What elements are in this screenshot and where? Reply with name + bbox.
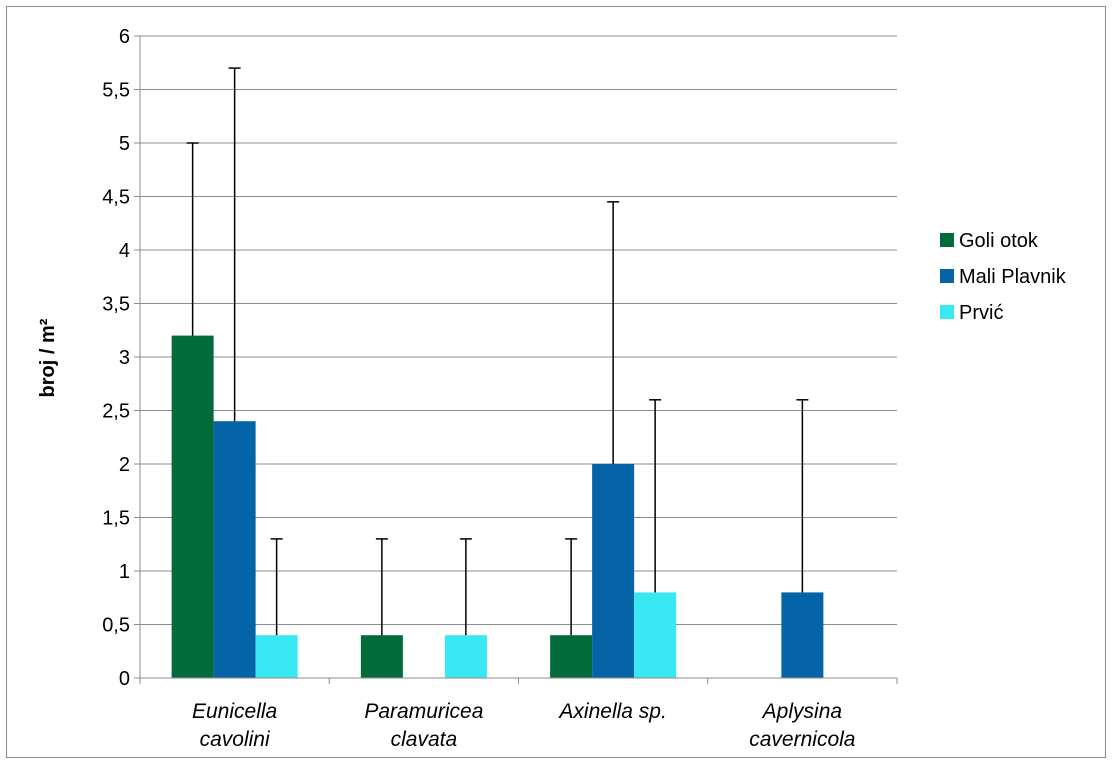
y-tick-label: 4,5 [102,187,130,209]
bar [550,635,593,678]
category-label-line: Eunicella [192,700,277,723]
y-tick-label: 1,5 [102,508,130,530]
category-label-line: cavernicola [749,728,855,751]
legend-swatch [940,305,954,319]
bar [781,592,824,678]
category-label: Eunicella cavolini [192,700,277,751]
y-tick-label: 1 [119,561,130,583]
bar [171,335,214,678]
gridlines [140,35,897,625]
bar [592,464,635,678]
legend-label: Prvić [959,302,1003,324]
category-labels: Eunicella cavolini Paramuricea clavata Axine… [192,700,855,751]
y-tick-label: 2,5 [102,401,130,423]
y-tick-label: 2 [119,454,130,476]
y-tick-label: 3,5 [102,294,130,316]
bars [171,335,824,678]
y-tick-label: 0 [119,668,130,690]
legend-swatch [940,233,954,247]
legend-label: Mali Plavnik [959,266,1067,288]
axes [134,35,898,684]
category-label-line: cavolini [200,728,271,751]
category-label: Paramuricea clavata [364,700,483,751]
y-tick-label: 3 [119,347,130,369]
category-label-line: Axinella sp. [557,700,666,723]
category-label: Axinella sp. [557,700,666,723]
category-label-line: Paramuricea [364,700,483,723]
error-bars [186,67,809,636]
y-tick-label: 6 [119,26,130,48]
legend-swatch [940,269,954,283]
y-tick-label: 4 [119,240,130,262]
bar [255,635,298,678]
category-label: Aplysina cavernicola [749,700,855,751]
y-tick-labels: 0 0,5 1 1,5 2 2,5 3 3,5 4 4,5 5 5,5 6 [102,26,130,690]
bar [444,635,487,678]
legend-label: Goli otok [959,230,1039,252]
bar [634,592,677,678]
category-label-line: Aplysina [761,700,842,723]
category-label-line: clavata [391,728,458,751]
bar [213,421,256,678]
legend: Goli otok Mali Plavnik Prvić [940,230,1067,324]
bar [360,635,403,678]
y-axis-title: broj / m² [37,318,59,397]
y-tick-label: 5 [119,133,130,155]
y-tick-label: 0,5 [102,615,130,637]
y-tick-label: 5,5 [102,80,130,102]
